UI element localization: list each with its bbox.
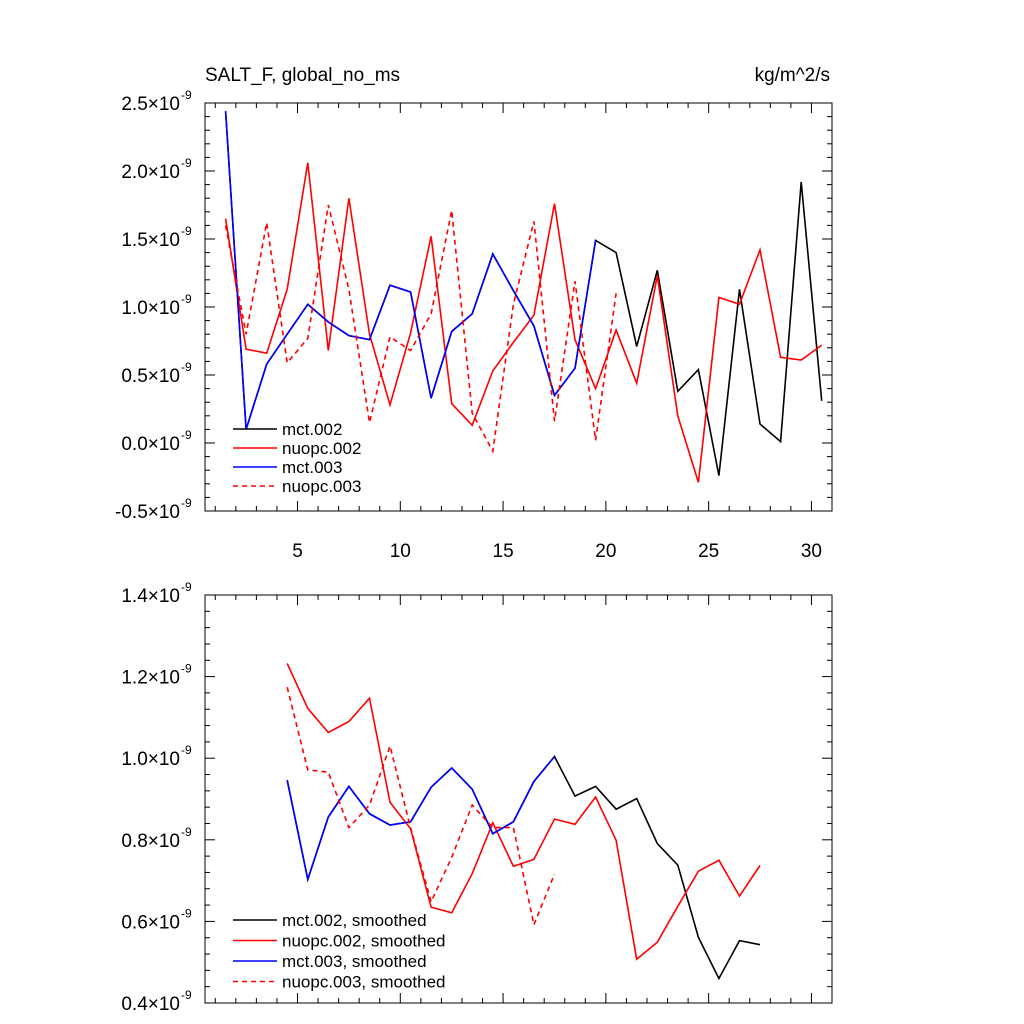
series-line xyxy=(286,756,556,883)
legend-label: mct.003, smoothed xyxy=(282,952,427,971)
tick-marks xyxy=(205,594,833,1004)
panel-top: SALT_F, global_no_ms kg/m^2/s 5 10 15 20 25 3… xyxy=(115,65,833,562)
y-tick-exponent: -9 xyxy=(181,906,192,920)
y-tick-label: 0.0×10 xyxy=(121,434,180,455)
legend: mct.002, smoothed nuopc.002, smoothedmct.… xyxy=(233,911,446,992)
series-line xyxy=(224,204,617,454)
legend-label: mct.002, smoothed xyxy=(282,911,427,930)
y-tick-label: 0.6×10 xyxy=(121,912,180,933)
series-lines xyxy=(286,663,761,981)
x-tick-label: 30 xyxy=(801,541,822,562)
panel-units: kg/m^2/s xyxy=(755,65,830,86)
y-tick-label: 1.0×10 xyxy=(121,749,180,770)
panel-bottom: 0.4×10 -90.6×10 -90.8×10 -91.0×10 -91.2×10 -9… xyxy=(121,580,833,1015)
y-tick-label: -0.5×10 xyxy=(115,502,180,523)
y-tick-label: 2.0×10 xyxy=(121,162,180,183)
y-tick-labels: -0.5×10 -90.0×10 -90.5×10 -91.0×10 -91.5×10-… xyxy=(115,88,192,523)
x-tick-label: 20 xyxy=(595,541,616,562)
legend-label: mct.002 xyxy=(282,420,342,439)
legend-label: nuopc.003, smoothed xyxy=(282,973,446,992)
legend-label: nuopc.003 xyxy=(282,477,361,496)
series-line xyxy=(286,687,556,928)
x-tick-labels: 5 10 15 20 25 30 xyxy=(292,541,822,562)
y-tick-exponent: -9 xyxy=(181,988,192,1002)
y-tick-label: 0.5×10 xyxy=(121,366,180,387)
x-tick-label: 25 xyxy=(698,541,719,562)
y-tick-exponent: -9 xyxy=(181,88,192,102)
x-tick-label: 15 xyxy=(493,541,514,562)
legend-label: nuopc.002, smoothed xyxy=(282,932,446,951)
legend-label: mct.003 xyxy=(282,458,342,477)
y-tick-label: 1.4×10 xyxy=(121,586,180,607)
legend-label: nuopc.002 xyxy=(282,439,361,458)
series-line xyxy=(286,663,761,961)
y-tick-exponent: -9 xyxy=(181,662,192,676)
y-tick-label: 0.8×10 xyxy=(121,831,180,852)
y-tick-label: 1.0×10 xyxy=(121,298,180,319)
y-tick-exponent: -9 xyxy=(181,292,192,306)
y-tick-exponent: -9 xyxy=(181,825,192,839)
y-tick-exponent: -9 xyxy=(181,428,192,442)
y-tick-label: 2.5×10 xyxy=(121,94,180,115)
series-lines xyxy=(224,111,823,483)
y-tick-exponent: -9 xyxy=(181,743,192,757)
x-tick-label: 5 xyxy=(292,541,303,562)
y-tick-exponent: -9 xyxy=(181,496,192,510)
y-tick-label: 1.2×10 xyxy=(121,668,180,689)
y-tick-exponent: -9 xyxy=(181,156,192,170)
y-tick-labels: 0.4×10 -90.6×10 -90.8×10 -91.0×10 -91.2×10 -9… xyxy=(121,580,192,1015)
series-line xyxy=(224,111,597,430)
y-tick-label: 1.5×10 xyxy=(121,230,180,251)
y-tick-exponent: -9 xyxy=(181,224,192,238)
panel-title: SALT_F, global_no_ms xyxy=(205,65,400,86)
y-tick-exponent: -9 xyxy=(181,580,192,594)
plot-frame xyxy=(204,594,833,1004)
tick-marks xyxy=(205,102,833,512)
y-tick-exponent: -9 xyxy=(181,360,192,374)
x-tick-label: 10 xyxy=(390,541,411,562)
y-tick-label: 0.4×10 xyxy=(121,994,180,1015)
